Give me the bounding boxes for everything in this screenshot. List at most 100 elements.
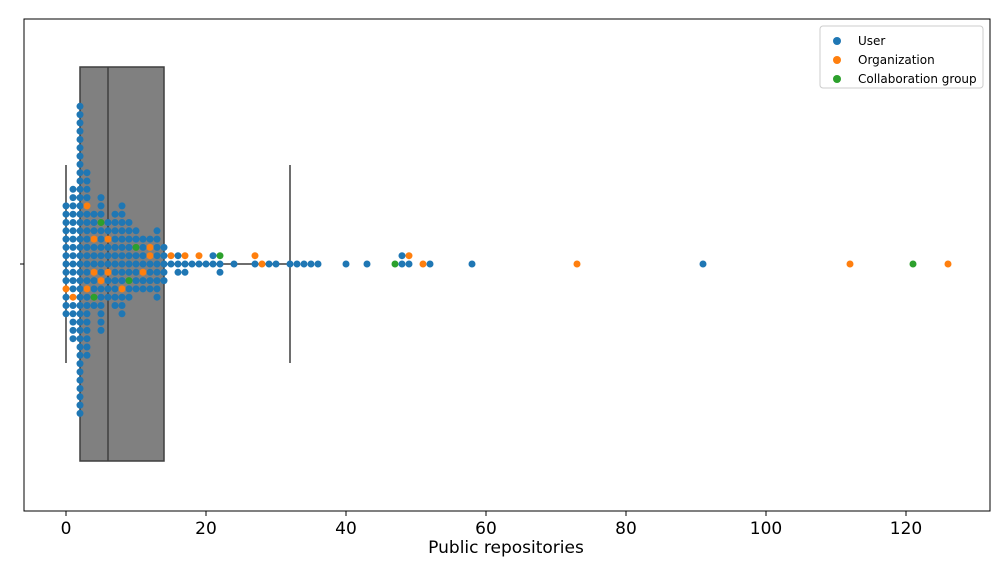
point-user [146, 277, 154, 285]
point-user [125, 268, 133, 276]
x-tick-label: 40 [335, 519, 357, 539]
point-user [83, 343, 91, 351]
x-axis-label: Public repositories [428, 538, 584, 558]
point-user [111, 277, 119, 285]
point-user [153, 243, 161, 251]
point-user [118, 310, 126, 318]
point-user [76, 285, 84, 293]
point-organization [69, 293, 77, 301]
point-user [125, 219, 133, 226]
point-user [76, 202, 84, 210]
point-user [118, 243, 126, 251]
point-organization [146, 252, 154, 260]
legend-marker-organization [833, 56, 841, 64]
point-user [83, 227, 91, 235]
point-user [90, 285, 98, 293]
point-user [97, 285, 105, 293]
point-user [97, 243, 105, 251]
point-user [69, 326, 77, 334]
point-user [111, 227, 119, 235]
point-user [202, 260, 210, 268]
point-user [97, 310, 105, 318]
point-user [69, 260, 77, 268]
point-user [62, 302, 70, 309]
point-user [125, 293, 133, 301]
point-user [76, 376, 84, 384]
point-user [132, 227, 140, 235]
point-user [209, 252, 217, 260]
point-user [76, 252, 84, 260]
point-user [139, 243, 147, 251]
point-user [83, 243, 91, 251]
point-user [69, 302, 77, 309]
point-organization [251, 252, 259, 260]
legend-label-organization: Organization [858, 53, 935, 67]
point-user [342, 260, 350, 268]
point-user [104, 243, 112, 251]
point-organization [181, 252, 189, 260]
point-organization [90, 235, 98, 243]
point-organization [104, 235, 112, 243]
point-user [153, 285, 161, 293]
point-user [216, 268, 224, 276]
point-user [62, 235, 70, 243]
plot-area [62, 66, 952, 462]
point-user [307, 260, 315, 268]
point-user [139, 252, 147, 260]
point-user [90, 243, 98, 251]
point-user [146, 285, 154, 293]
point-organization [944, 260, 952, 268]
point-user [132, 252, 140, 260]
point-user [76, 393, 84, 401]
point-user [62, 268, 70, 276]
point-user [153, 235, 161, 243]
point-user [69, 185, 77, 193]
point-user [111, 252, 119, 260]
point-user [76, 219, 84, 226]
point-organization [195, 252, 203, 260]
point-user [230, 260, 238, 268]
point-user [83, 302, 91, 309]
point-user [132, 285, 140, 293]
point-user [62, 219, 70, 226]
point-user [62, 260, 70, 268]
point-user [76, 235, 84, 243]
point-user [104, 260, 112, 268]
point-user [104, 227, 112, 235]
point-user [97, 202, 105, 210]
point-user [76, 343, 84, 351]
point-user [139, 260, 147, 268]
point-user [111, 285, 119, 293]
point-user [104, 219, 112, 226]
point-organization [573, 260, 581, 268]
point-user [76, 243, 84, 251]
point-user [153, 252, 161, 260]
point-user [69, 194, 77, 202]
point-user [167, 260, 175, 268]
point-organization [90, 268, 98, 276]
point-user [69, 268, 77, 276]
point-organization [83, 285, 91, 293]
point-collaboration-group [132, 243, 140, 251]
point-organization [419, 260, 427, 268]
point-user [76, 277, 84, 285]
point-user [62, 243, 70, 251]
point-user [69, 202, 77, 210]
point-organization [62, 285, 70, 293]
point-user [104, 252, 112, 260]
point-user [76, 152, 84, 160]
point-collaboration-group [909, 260, 917, 268]
point-user [125, 243, 133, 251]
point-user [83, 326, 91, 334]
point-user [286, 260, 294, 268]
point-user [76, 185, 84, 193]
point-organization [83, 202, 91, 210]
point-user [62, 202, 70, 210]
point-user [90, 227, 98, 235]
point-user [76, 227, 84, 235]
point-user [125, 285, 133, 293]
point-user [62, 293, 70, 301]
point-user [104, 285, 112, 293]
point-user [97, 210, 105, 218]
